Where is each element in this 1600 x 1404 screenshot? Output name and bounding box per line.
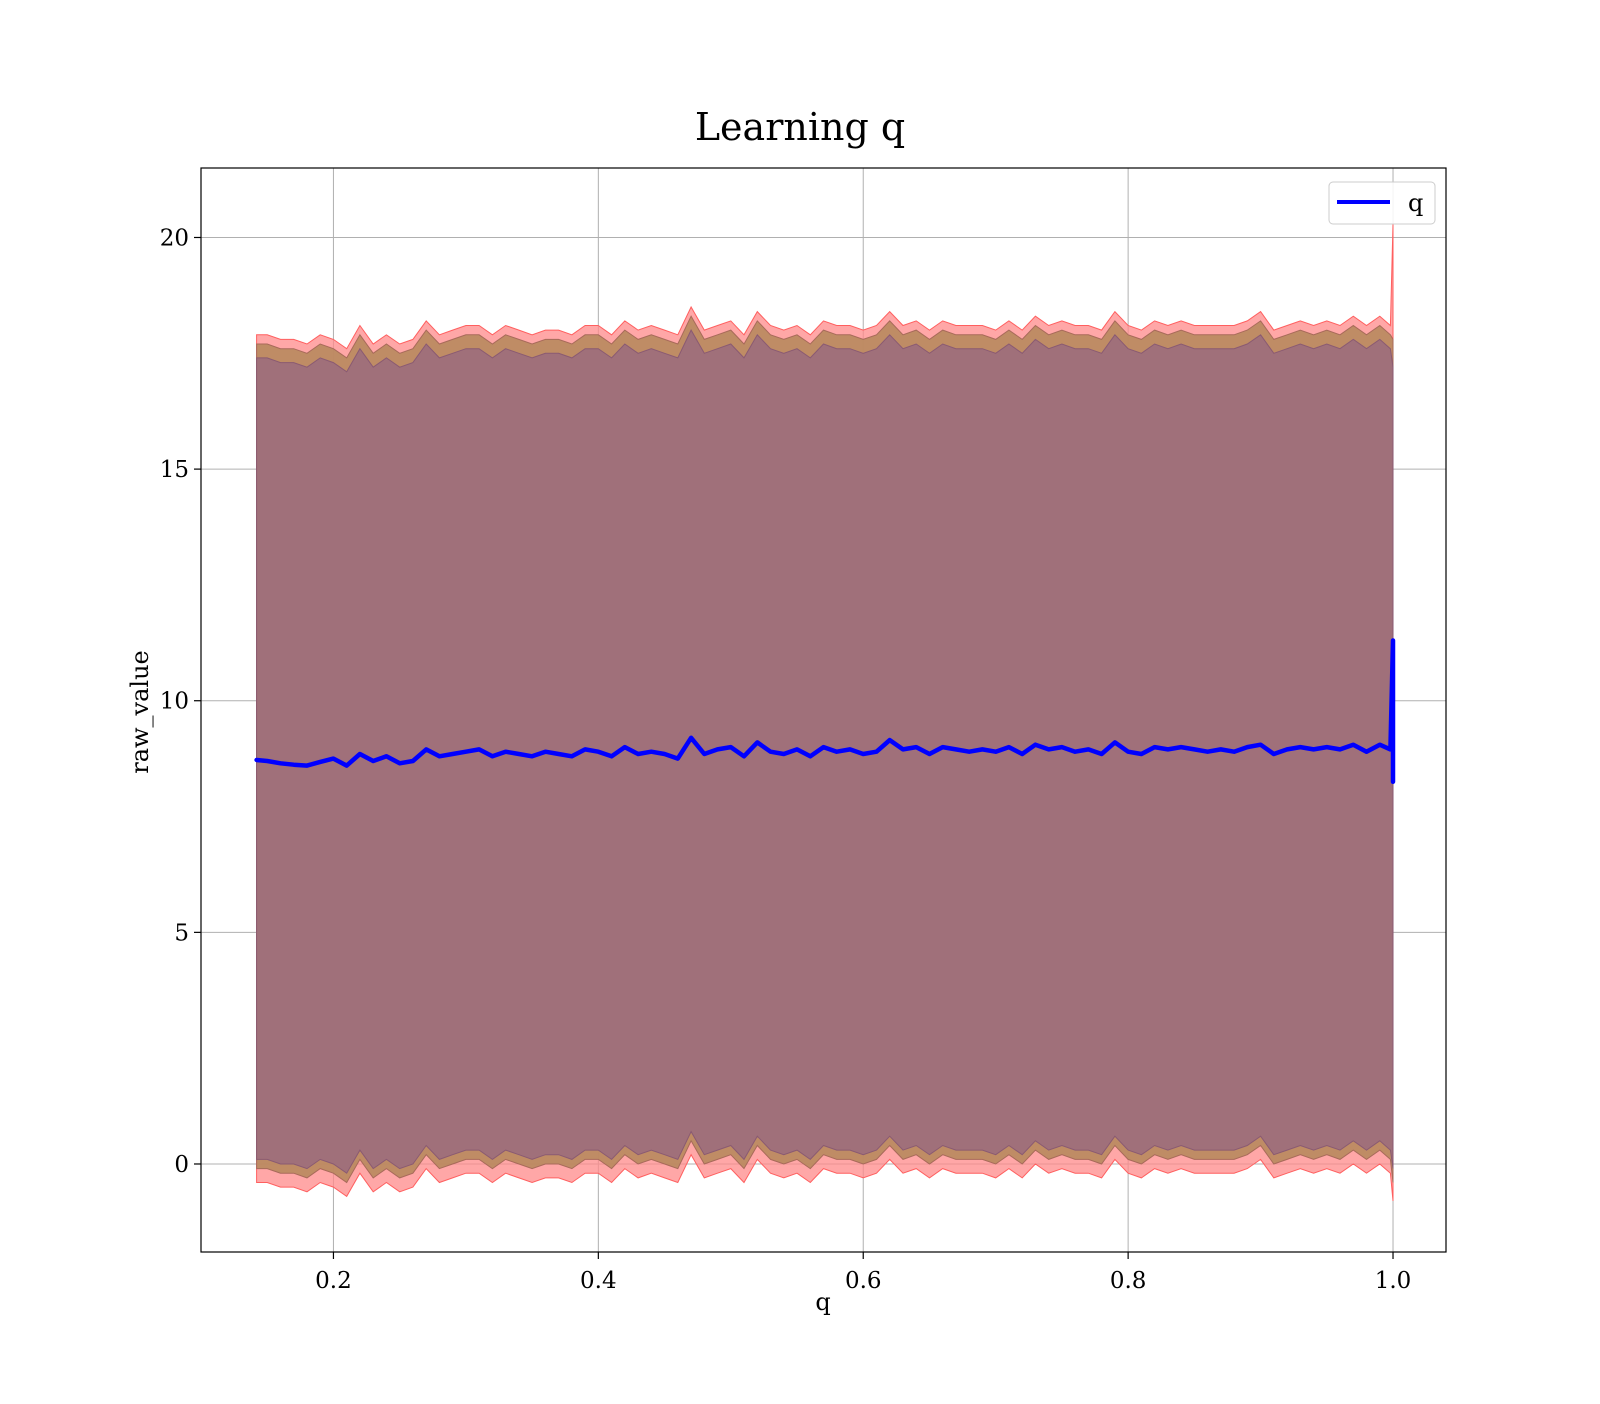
x-tick-label-1: 0.4 [580,1268,617,1294]
y-axis-ticks: 0 5 10 15 20 [160,225,201,1178]
x-tick-label-4: 1.0 [1375,1268,1412,1294]
y-tick-label-1: 5 [174,920,189,946]
plot-frame [200,167,1447,1253]
series-lines [254,638,1396,785]
y-tick-label-2: 10 [160,689,189,715]
series-line-q [254,638,1396,785]
confidence-bands [256,223,1394,1202]
x-tick-label-0: 0.2 [315,1268,352,1294]
x-axis-label: q [815,1288,830,1316]
y-tick-label-4: 20 [160,225,189,251]
x-axis-ticks: 0.2 0.4 0.6 0.8 1.0 [315,1252,1411,1294]
inner-band [256,329,1394,1174]
legend-label-q: q [1408,189,1423,217]
x-tick-label-2: 0.6 [845,1268,882,1294]
chart-title: Learning q [695,105,905,149]
y-tick-label-3: 15 [160,457,189,483]
legend: q [1328,181,1436,225]
y-axis-label: raw_value [126,650,154,774]
x-tick-label-3: 0.8 [1110,1268,1147,1294]
y-tick-label-0: 0 [174,1152,189,1178]
